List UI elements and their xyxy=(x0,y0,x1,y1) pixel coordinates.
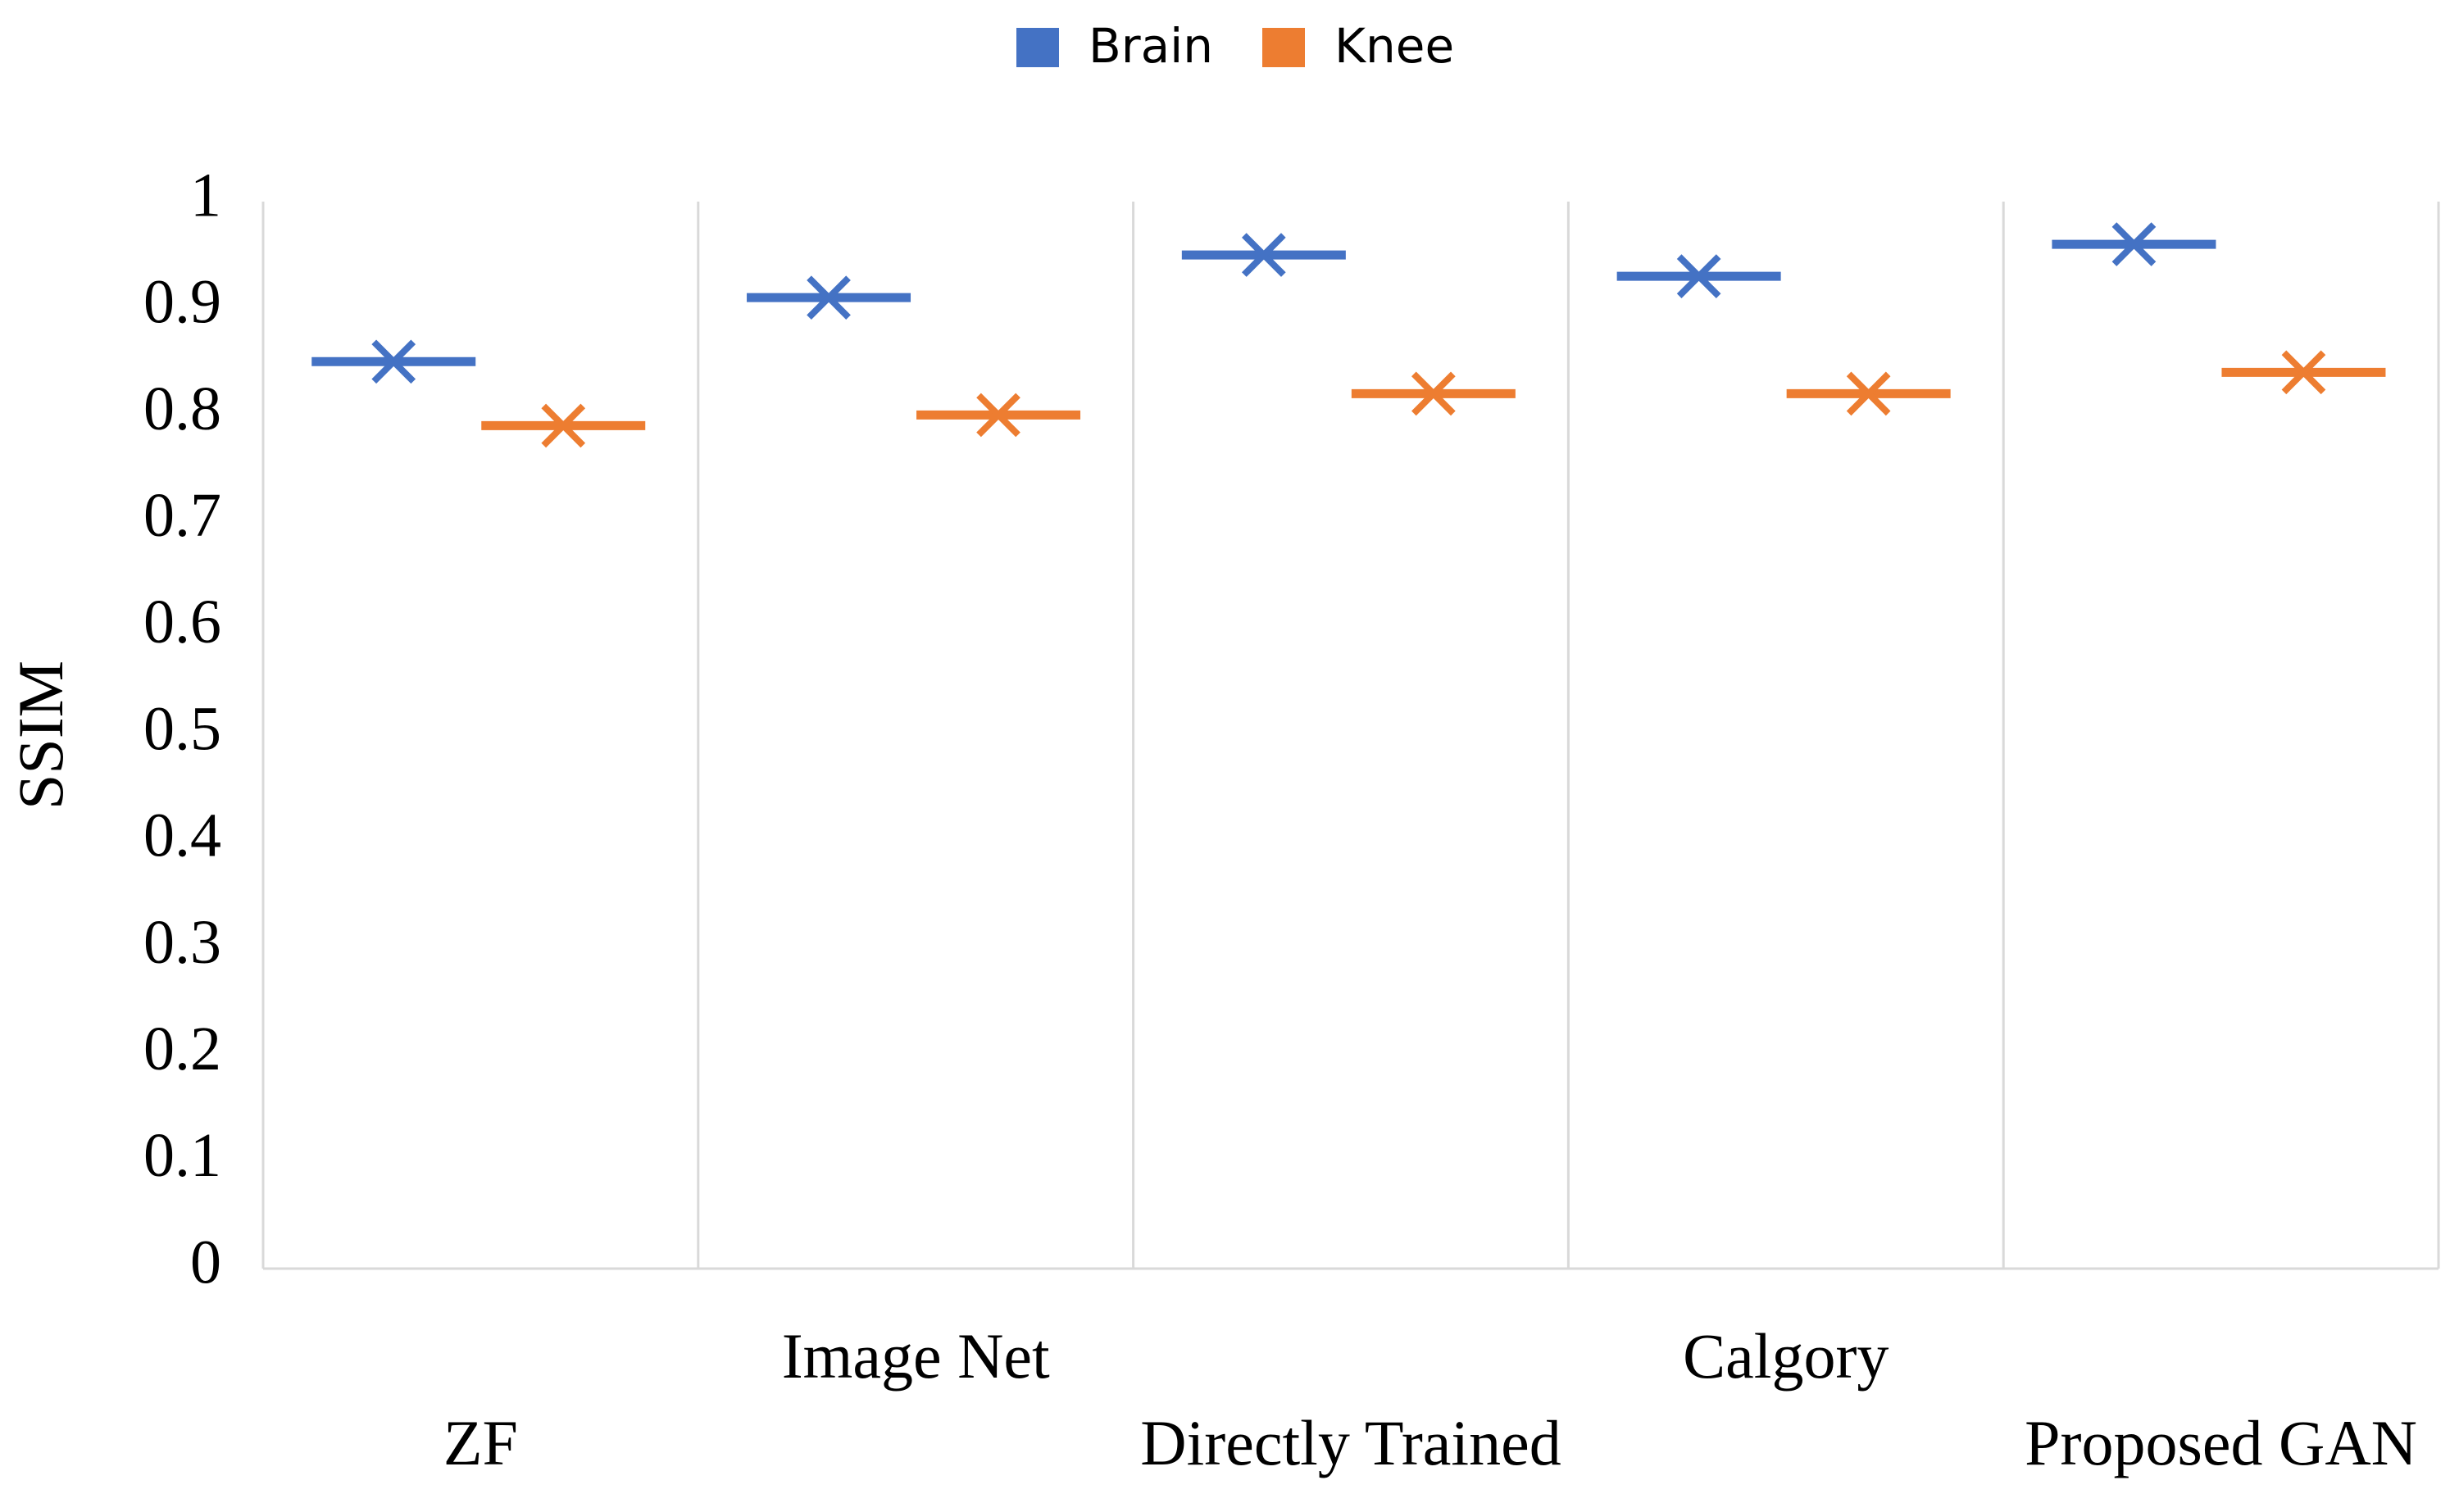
marker xyxy=(481,403,646,448)
marker-stroke xyxy=(2281,350,2326,395)
legend-swatch xyxy=(1262,28,1305,67)
marker-stroke xyxy=(1242,233,1286,277)
y-tick-label: 0.4 xyxy=(143,801,221,870)
x-tick-label: ZF xyxy=(443,1407,518,1478)
legend-swatch xyxy=(1016,28,1059,67)
y-tick-label: 0.8 xyxy=(143,375,221,443)
marker xyxy=(1786,371,1951,416)
marker xyxy=(1351,371,1516,416)
marker-stroke xyxy=(1676,254,1721,298)
marker-stroke xyxy=(1846,371,1891,416)
marker xyxy=(1181,233,1346,277)
x-tick-label: Directly Trained xyxy=(1140,1407,1561,1478)
marker xyxy=(916,393,1081,438)
marker-stroke xyxy=(976,393,1020,438)
marker xyxy=(2052,222,2216,266)
x-tick-label: Image Net xyxy=(782,1320,1050,1392)
marker xyxy=(1616,254,1781,298)
y-tick-label: 0.1 xyxy=(143,1121,221,1190)
x-tick-label: Calgory xyxy=(1683,1320,1889,1392)
marker-stroke xyxy=(2111,222,2157,266)
y-tick-label: 0.9 xyxy=(143,268,221,337)
y-tick-label: 0 xyxy=(190,1228,221,1296)
marker xyxy=(747,275,911,320)
legend-label: Brain xyxy=(1089,18,1213,74)
y-tick-label: 0.7 xyxy=(143,481,221,550)
marker-stroke xyxy=(371,339,416,384)
y-tick-label: 0.6 xyxy=(143,588,221,656)
marker xyxy=(2221,350,2386,395)
y-tick-label: 0.3 xyxy=(143,908,221,977)
x-tick-label: Proposed GAN xyxy=(2025,1407,2417,1478)
legend-label: Knee xyxy=(1334,18,1454,74)
y-axis-label: SSIM xyxy=(5,661,76,810)
marker xyxy=(311,339,476,384)
marker-stroke xyxy=(807,275,851,320)
y-tick-label: 1 xyxy=(190,161,221,229)
marker-stroke xyxy=(541,403,586,448)
y-tick-label: 0.5 xyxy=(143,694,221,763)
marker-stroke xyxy=(1411,371,1456,416)
y-tick-label: 0.2 xyxy=(143,1015,221,1083)
